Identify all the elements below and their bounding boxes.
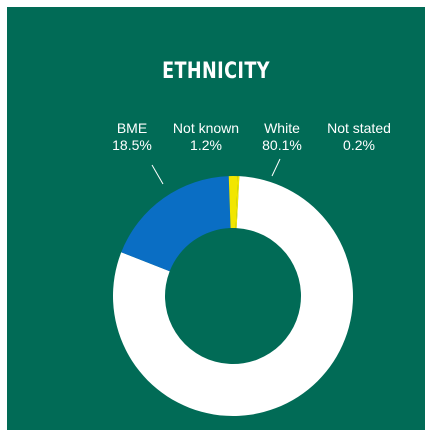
value-bme: 18.5% [112,137,152,153]
value-white: 80.1% [262,137,302,153]
leader-white [271,158,281,177]
label-bme: BME [117,120,147,136]
value-not-known: 1.2% [190,137,222,153]
slice-not-stated [235,176,240,229]
donut-slices [113,175,353,417]
chart-title: ETHNICITY [162,59,270,84]
label-white: White [264,120,300,136]
slice-white [113,176,353,417]
label-not-stated: Not stated [327,120,391,136]
slice-not-known [228,175,238,229]
label-not-known: Not known [173,120,239,136]
slice-bme [121,176,231,272]
leader-lines [151,158,281,185]
leader-bme [151,164,164,185]
value-not-stated: 0.2% [343,137,375,153]
